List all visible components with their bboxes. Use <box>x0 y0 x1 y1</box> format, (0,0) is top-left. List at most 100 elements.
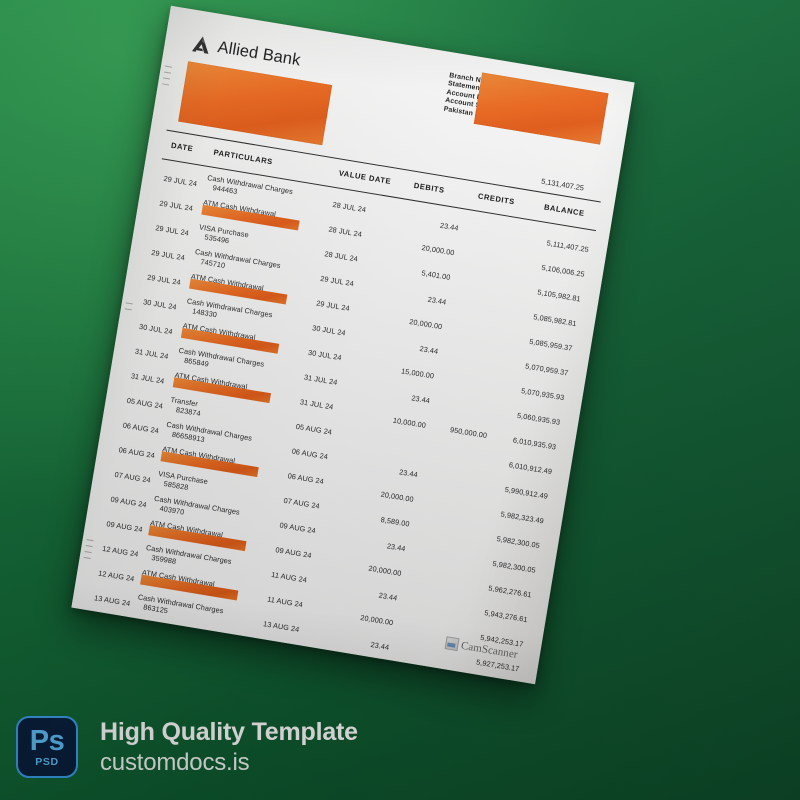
cell-date: 29 JUL 24 <box>162 173 198 189</box>
column-header-value-date: VALUE DATE <box>338 168 392 186</box>
statement-table: 5,131,407.25 DATE PARTICULARS VALUE DATE… <box>72 129 601 685</box>
cell-date: 06 AUG 24 <box>122 420 160 436</box>
cell-value-date: 09 AUG 24 <box>274 545 313 560</box>
bank-name: Allied Bank <box>216 38 302 70</box>
cell-value-date: 30 JUL 24 <box>311 323 347 338</box>
photoshop-psd-badge-icon: Ps PSD <box>16 716 78 778</box>
scan-edge-artifact <box>161 83 170 86</box>
promo-text: High Quality Template customdocs.is <box>100 718 358 776</box>
cell-value-date: 29 JUL 24 <box>319 273 355 289</box>
cell-credit <box>439 372 496 381</box>
redaction-transaction-detail <box>123 672 223 685</box>
scan-edge-artifact <box>162 77 171 80</box>
cell-date: 12 AUG 24 <box>97 568 136 584</box>
cell-credit <box>398 619 455 628</box>
cell-value-date: 11 AUG 24 <box>270 569 308 585</box>
cell-date: 05 AUG 24 <box>126 395 164 411</box>
cell-credit <box>451 298 508 307</box>
cell-value-date: 09 AUG 24 <box>278 520 317 536</box>
redaction-customer-details <box>178 61 333 146</box>
opening-balance-amount: 5,131,407.25 <box>540 176 585 193</box>
cell-value-date: 13 AUG 24 <box>258 643 296 659</box>
cell-credit <box>447 323 504 332</box>
scan-edge-artifact <box>83 556 91 560</box>
cell-date: 29 JUL 24 <box>154 223 190 238</box>
redaction-transaction-detail <box>131 623 231 650</box>
scan-edge-artifact <box>86 539 94 542</box>
cell-date: 12 AUG 24 <box>101 543 140 559</box>
column-header-credits: CREDITS <box>477 191 516 207</box>
allied-bank-a-mark-icon <box>192 36 209 54</box>
cell-date: 30 JUL 24 <box>142 297 178 312</box>
cell-date: 09 AUG 24 <box>109 494 148 510</box>
cell-credit <box>443 348 500 357</box>
bank-brand: Allied Bank <box>189 33 302 72</box>
cell-date: 15 AUG 24 <box>85 642 123 658</box>
cell-credit <box>410 545 467 554</box>
cell-credit <box>414 520 471 529</box>
cell-date: 13 AUG 24 <box>93 593 131 609</box>
cell-date: 29 JUL 24 <box>158 198 194 213</box>
cell-date: 31 JUL 24 <box>134 346 170 361</box>
scan-edge-artifact <box>125 302 133 305</box>
column-header-particulars: PARTICULARS <box>212 147 274 167</box>
cell-credit <box>455 274 512 283</box>
camscanner-logo-icon <box>444 636 460 652</box>
transaction-rows: 29 JUL 24 Cash Withdrawal Charges 944463 28… <box>72 159 596 685</box>
cell-credit <box>426 446 483 455</box>
cell-value-date: 15 AUG 24 <box>254 668 292 684</box>
column-header-debits: DEBITS <box>413 180 446 195</box>
redaction-account-details <box>473 72 609 145</box>
scan-edge-artifact <box>84 550 92 554</box>
cell-date: 09 AUG 24 <box>105 519 144 535</box>
bank-statement-page: Allied Bank Branch Name Statement Period… <box>71 5 635 685</box>
cell-credit <box>390 668 447 677</box>
cell-credit <box>394 644 451 653</box>
cell-value-date: 11 AUG 24 <box>266 594 304 610</box>
cell-particulars: Cash Withdrawal Charges <box>129 641 217 665</box>
cell-value-date: 06 AUG 24 <box>291 446 329 462</box>
scan-edge-artifact <box>163 71 172 74</box>
cell-date: 31 JUL 24 <box>130 371 166 386</box>
cell-date: 15 AUG 24 <box>81 667 119 683</box>
column-header-balance: BALANCE <box>543 202 586 218</box>
cell-date: 07 AUG 24 <box>113 469 152 485</box>
document-stage: Allied Bank Branch Name Statement Period… <box>71 5 635 685</box>
cell-value-date: 31 JUL 24 <box>299 397 335 412</box>
psd-badge-initials: Ps <box>29 724 65 757</box>
cell-credit <box>422 471 479 480</box>
column-header-date: DATE <box>170 140 194 154</box>
cell-credit <box>463 224 520 233</box>
cell-value-date: 29 JUL 24 <box>315 298 351 313</box>
cell-credit <box>418 496 475 505</box>
cell-value-date: 28 JUL 24 <box>331 199 367 215</box>
scan-edge-artifact <box>164 65 173 68</box>
cell-date: 13 AUG 24 <box>89 617 127 633</box>
cell-credit <box>435 397 492 406</box>
cell-date: 06 AUG 24 <box>118 445 156 461</box>
cell-reference: 615554 <box>134 651 161 665</box>
cell-value-date: 28 JUL 24 <box>327 224 363 239</box>
scan-edge-artifact <box>85 545 93 548</box>
cell-credit <box>459 249 516 258</box>
cell-value-date: 07 AUG 24 <box>282 495 321 511</box>
cell-debit: 15,000.00 <box>351 662 386 677</box>
cell-value-date: 05 AUG 24 <box>295 421 333 437</box>
psd-badge-type: PSD <box>35 755 59 768</box>
cell-credit <box>402 594 459 603</box>
cell-date: 30 JUL 24 <box>138 321 174 337</box>
cell-debit <box>365 436 422 445</box>
cell-balance: 5,927,229.73 <box>451 679 516 684</box>
cell-date: 29 JUL 24 <box>146 272 182 287</box>
cell-value-date: 31 JUL 24 <box>303 372 339 387</box>
promo-headline: High Quality Template <box>100 717 358 746</box>
cell-debit: 23.44 <box>323 683 382 684</box>
scan-edge-artifact <box>124 308 132 311</box>
cell-date: 29 JUL 24 <box>150 247 186 263</box>
cell-value-date: 30 JUL 24 <box>307 347 343 363</box>
cell-particulars: ATM Cash Withdrawal <box>125 666 200 685</box>
cell-credit <box>406 570 463 579</box>
cell-value-date: 06 AUG 24 <box>287 471 325 486</box>
